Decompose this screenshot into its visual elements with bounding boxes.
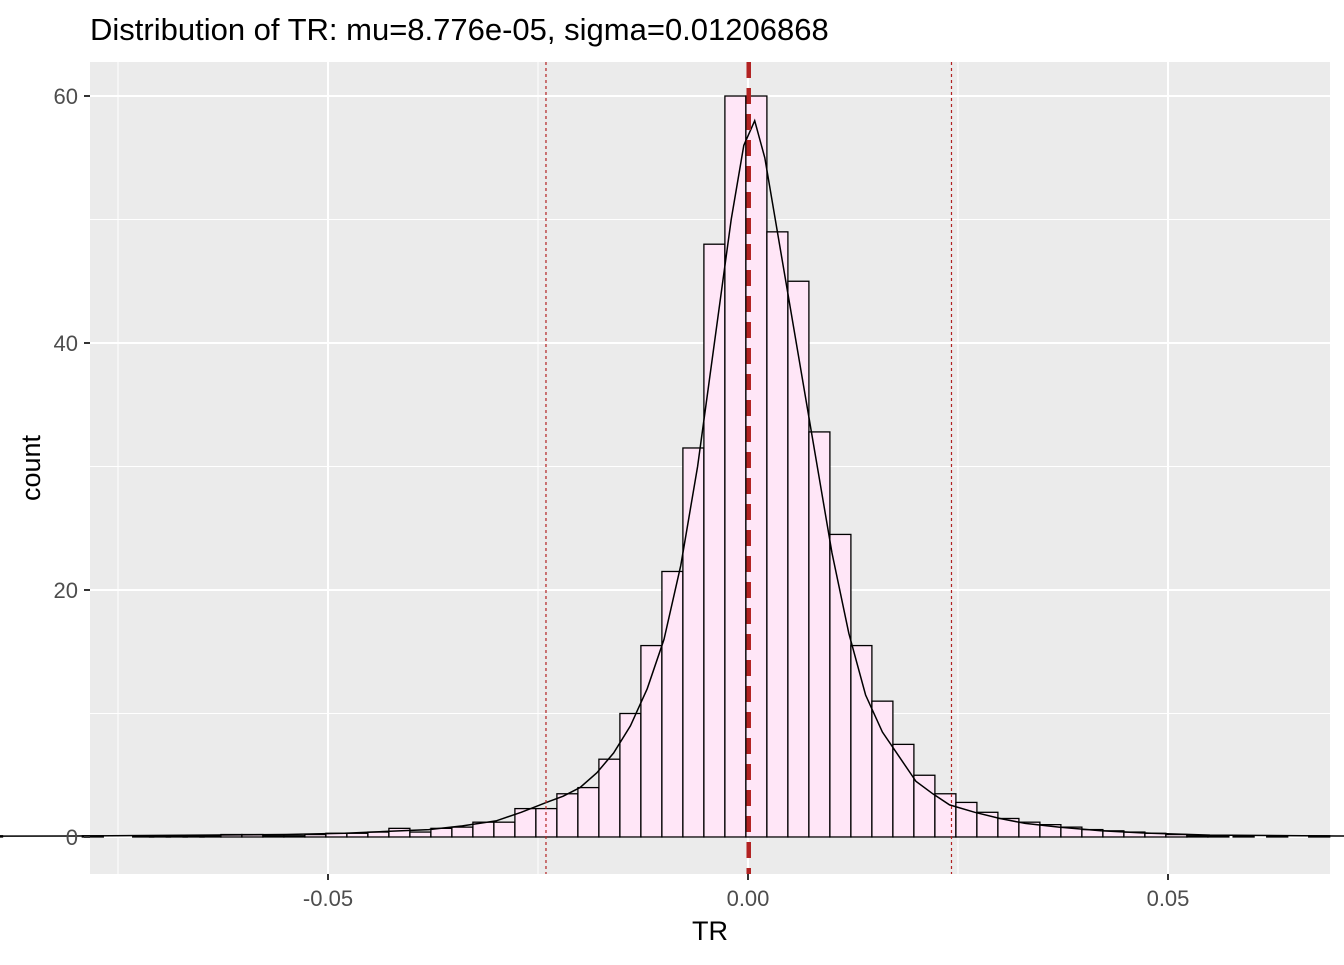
histogram-bar <box>598 758 621 838</box>
histogram-bar <box>934 793 957 838</box>
histogram-bar <box>724 95 747 838</box>
histogram-bar <box>283 835 306 838</box>
histogram-bar <box>493 821 516 838</box>
x-tick-label: 0.00 <box>727 886 770 911</box>
y-tick-label: 60 <box>54 84 78 109</box>
histogram-bar <box>409 831 432 838</box>
histogram-bar <box>787 280 810 838</box>
histogram-bar <box>577 786 600 838</box>
histogram-bar <box>703 243 726 838</box>
y-tick-label: 0 <box>66 825 78 850</box>
histogram-bar <box>304 833 327 838</box>
histogram-bar <box>808 431 831 838</box>
histogram-bar <box>451 826 474 838</box>
x-tick-label: -0.05 <box>303 886 353 911</box>
histogram-bar <box>199 835 222 838</box>
x-axis: -0.15-0.10-0.050.000.050.10 <box>303 874 1190 911</box>
histogram-bar <box>913 774 936 838</box>
histogram-bar <box>619 712 642 838</box>
y-axis-title: count <box>16 434 46 501</box>
histogram-bar <box>682 447 705 838</box>
histogram-bar <box>388 827 411 838</box>
y-tick-label: 20 <box>54 578 78 603</box>
density-curve-group <box>0 118 1344 837</box>
histogram-bar <box>892 743 915 838</box>
histogram-bar <box>829 533 852 838</box>
x-tick-label: 0.05 <box>1147 886 1190 911</box>
histogram-bar <box>661 570 684 838</box>
histogram-bar <box>766 231 789 838</box>
histogram-bar <box>871 700 894 838</box>
histogram-bar <box>556 793 579 838</box>
chart-title: Distribution of TR: mu=8.776e-05, sigma=… <box>90 12 829 47</box>
density-curve <box>0 118 1344 837</box>
y-axis: 0 20 40 60 <box>54 84 90 850</box>
histogram-bars <box>0 95 1331 838</box>
x-axis-title: TR <box>692 916 728 946</box>
histogram-bar <box>262 835 285 838</box>
y-tick-label: 40 <box>54 331 78 356</box>
histogram-bar <box>1186 835 1209 838</box>
histogram-bar <box>850 644 873 838</box>
histogram-bar <box>346 832 369 838</box>
reference-lines <box>545 62 953 874</box>
